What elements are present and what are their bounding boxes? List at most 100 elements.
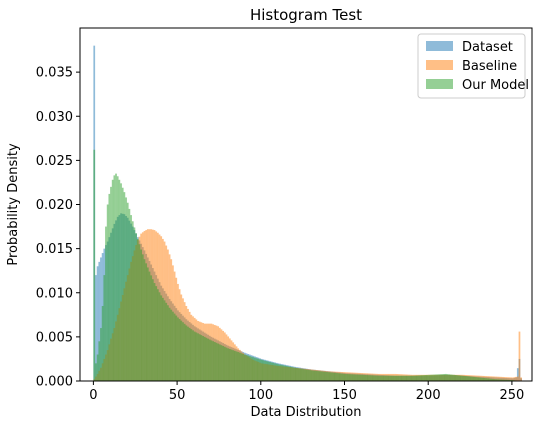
histogram-bar bbox=[207, 339, 209, 381]
histogram-bar bbox=[328, 372, 330, 381]
histogram-bar bbox=[314, 371, 316, 381]
histogram-bar bbox=[393, 376, 395, 381]
histogram-bar bbox=[192, 330, 194, 381]
histogram-bar bbox=[301, 369, 303, 381]
histogram-bar bbox=[140, 250, 142, 381]
histogram-bar bbox=[206, 338, 208, 381]
histogram-bar bbox=[117, 176, 119, 381]
histogram-bar bbox=[457, 375, 459, 381]
histogram-bar bbox=[147, 267, 149, 381]
histogram-bar bbox=[145, 263, 147, 381]
histogram-bar bbox=[477, 377, 479, 381]
x-tick-label: 0 bbox=[89, 388, 97, 403]
histogram-bar bbox=[311, 370, 313, 381]
histogram-bar bbox=[418, 375, 420, 381]
histogram-bar bbox=[420, 375, 422, 381]
histogram-bar bbox=[326, 372, 328, 381]
histogram-bar bbox=[411, 376, 413, 381]
histogram-bar bbox=[279, 365, 281, 381]
histogram-bar bbox=[204, 337, 206, 381]
histogram-bar bbox=[150, 275, 152, 381]
histogram-bar bbox=[283, 365, 285, 381]
histogram-bar bbox=[97, 355, 99, 381]
histogram-bar bbox=[185, 325, 187, 381]
histogram-bar bbox=[460, 376, 462, 381]
histogram-bar bbox=[105, 227, 107, 381]
histogram-bar bbox=[410, 376, 412, 381]
histogram-bar bbox=[110, 187, 112, 381]
histogram-bar bbox=[388, 376, 390, 381]
histogram-bar bbox=[256, 358, 258, 381]
histogram-bar bbox=[380, 376, 382, 381]
histogram-bar bbox=[336, 373, 338, 381]
histogram-bar bbox=[413, 376, 415, 381]
histogram-bar bbox=[251, 357, 253, 381]
histogram-bar bbox=[371, 375, 373, 381]
histogram-bar bbox=[478, 377, 480, 381]
histogram-bar bbox=[438, 374, 440, 381]
histogram-bar bbox=[157, 289, 159, 381]
histogram-bar bbox=[405, 376, 407, 381]
histogram-bar bbox=[423, 375, 425, 381]
histogram-bar bbox=[383, 376, 385, 381]
histogram-bar bbox=[103, 275, 105, 381]
x-axis-label: Data Distribution bbox=[250, 405, 361, 420]
histogram-bar bbox=[291, 367, 293, 381]
histogram-bar bbox=[445, 374, 447, 381]
histogram-bar bbox=[385, 376, 387, 381]
histogram-bar bbox=[180, 321, 182, 381]
histogram-bar bbox=[232, 350, 234, 381]
histogram-bar bbox=[368, 375, 370, 381]
histogram-bar bbox=[435, 374, 437, 381]
histogram-bar bbox=[257, 359, 259, 381]
histogram-bar bbox=[313, 371, 315, 381]
histogram-bar bbox=[177, 317, 179, 381]
histogram-bar bbox=[432, 375, 434, 381]
histogram-bar bbox=[261, 360, 263, 381]
histogram-bar bbox=[473, 377, 475, 381]
histogram-bar bbox=[187, 327, 189, 381]
histogram-bar bbox=[164, 300, 166, 381]
histogram-bar bbox=[199, 334, 201, 381]
y-tick-label: 0.025 bbox=[36, 154, 73, 169]
histogram-bar bbox=[108, 194, 110, 381]
y-tick-label: 0.005 bbox=[36, 330, 73, 345]
histogram-bar bbox=[381, 376, 383, 381]
histogram-bar bbox=[271, 362, 273, 381]
histogram-bar bbox=[293, 367, 295, 381]
y-tick-label: 0.000 bbox=[36, 375, 73, 390]
histogram-bar bbox=[196, 332, 198, 381]
y-tick-label: 0.030 bbox=[36, 110, 73, 125]
histogram-bar bbox=[160, 295, 162, 381]
histogram-bar bbox=[366, 375, 368, 381]
histogram-bar bbox=[373, 375, 375, 381]
histogram-bar bbox=[167, 305, 169, 381]
histogram-bar bbox=[189, 328, 191, 381]
histogram-bar bbox=[415, 376, 417, 381]
histogram-bar bbox=[149, 272, 151, 381]
histogram-bar bbox=[304, 369, 306, 381]
histogram-bar bbox=[254, 358, 256, 381]
histogram-bar bbox=[331, 373, 333, 381]
histogram-bar bbox=[244, 355, 246, 381]
legend-swatch bbox=[426, 79, 453, 89]
histogram-bar bbox=[234, 351, 236, 381]
histogram-bar bbox=[237, 352, 239, 381]
histogram-bar bbox=[209, 340, 211, 381]
y-tick-label: 0.035 bbox=[36, 66, 73, 81]
histogram-bar bbox=[515, 377, 517, 381]
histogram-bar bbox=[363, 375, 365, 381]
legend-swatch bbox=[426, 41, 453, 51]
x-tick-label: 200 bbox=[416, 388, 441, 403]
histogram-bar bbox=[365, 375, 367, 381]
histogram-bar bbox=[480, 378, 482, 381]
histogram-bar bbox=[217, 344, 219, 381]
histogram-bar bbox=[353, 374, 355, 381]
histogram-bar bbox=[395, 376, 397, 381]
histogram-bar bbox=[378, 376, 380, 381]
histogram-bar bbox=[120, 183, 122, 381]
histogram-bar bbox=[134, 227, 136, 381]
histogram-bar bbox=[135, 233, 137, 381]
histogram-bar bbox=[184, 324, 186, 381]
